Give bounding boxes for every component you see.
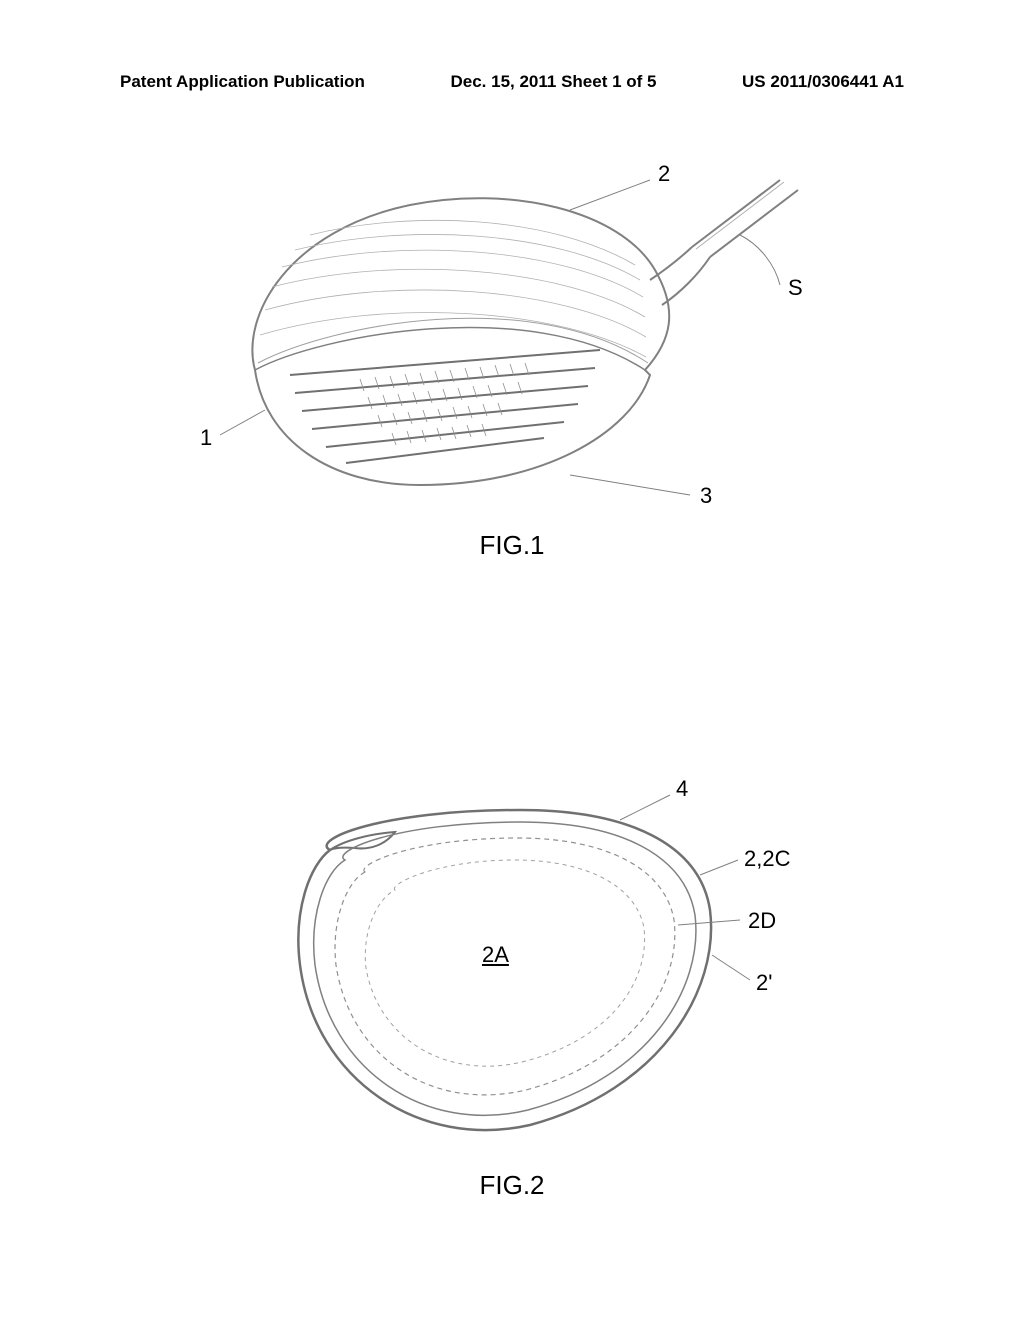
- header-right: US 2011/0306441 A1: [742, 72, 904, 92]
- fig2-ref-2-2C: 2,2C: [744, 846, 790, 872]
- fig2-ref-2prime: 2': [756, 970, 772, 996]
- fig2-label: FIG.2: [0, 1170, 1024, 1201]
- fig2-ref-4: 4: [676, 776, 688, 802]
- header-left: Patent Application Publication: [120, 72, 365, 92]
- fig1-ref-1: 1: [200, 425, 212, 451]
- fig1-ref-2: 2: [658, 161, 670, 187]
- fig1-ref-3: 3: [700, 483, 712, 509]
- figure-2: 4 2,2C 2D 2' 2A: [260, 790, 780, 1150]
- header-center: Dec. 15, 2011 Sheet 1 of 5: [450, 72, 656, 92]
- fig2-ref-2A: 2A: [482, 942, 509, 968]
- fig1-label: FIG.1: [0, 530, 1024, 561]
- fig1-svg: [180, 175, 840, 515]
- figure-1: 1 2 3 S: [180, 175, 840, 515]
- fig2-svg: [260, 790, 780, 1150]
- fig1-ref-S: S: [788, 275, 803, 301]
- fig2-ref-2D: 2D: [748, 908, 776, 934]
